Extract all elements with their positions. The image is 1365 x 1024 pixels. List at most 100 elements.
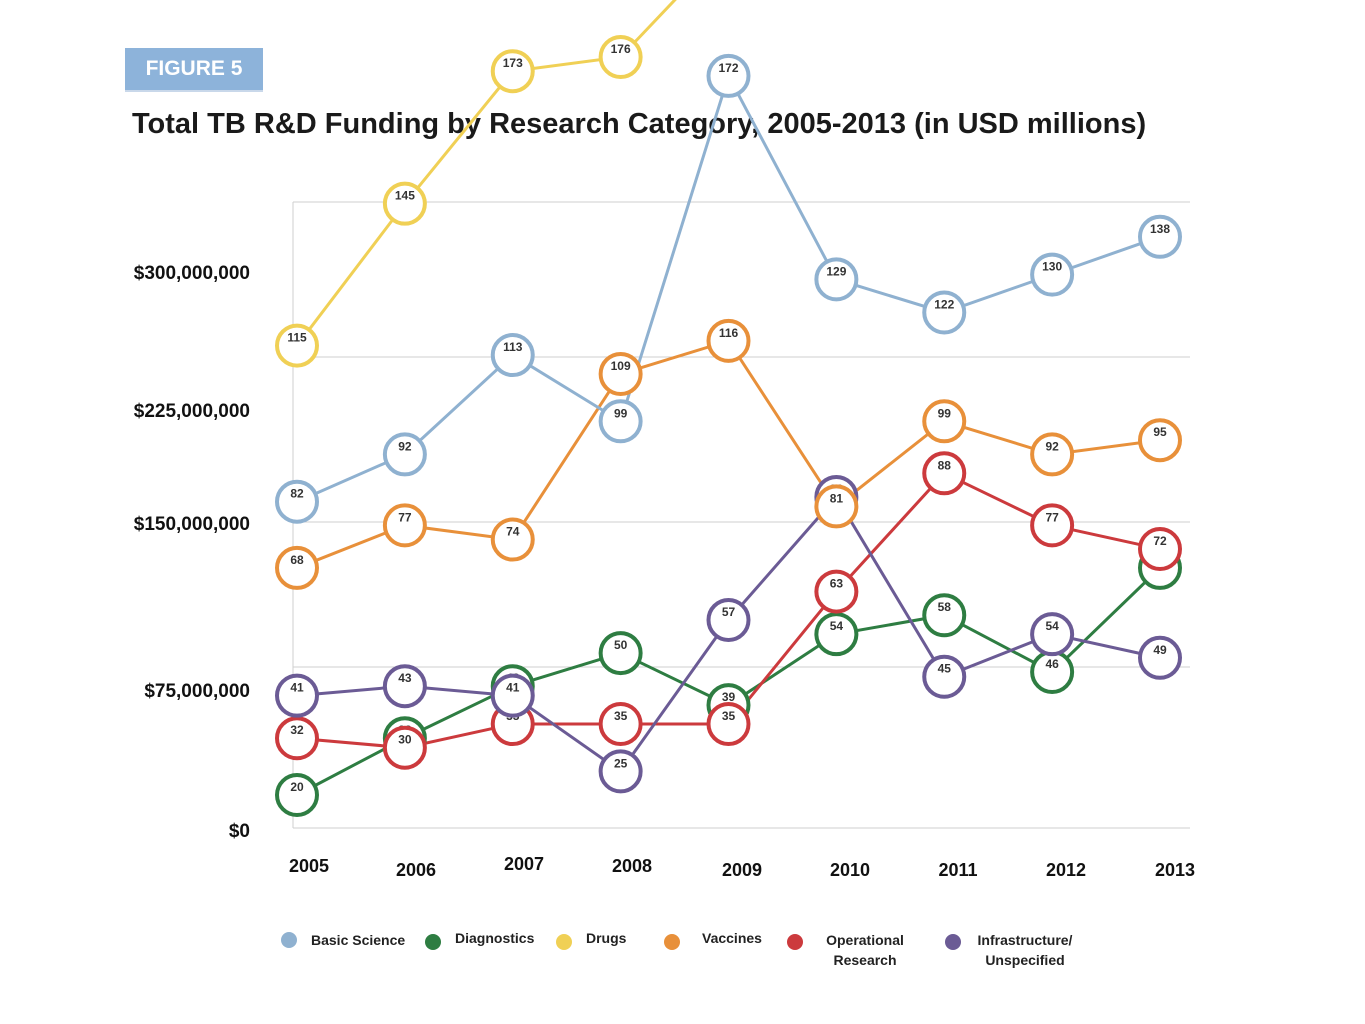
data-point[interactable]: 25 — [598, 749, 643, 794]
data-point[interactable]: 35 — [598, 702, 643, 747]
figure-badge: FIGURE 5 — [125, 48, 263, 90]
data-point[interactable]: 122 — [922, 290, 967, 335]
data-point[interactable]: 77 — [382, 503, 427, 548]
data-point[interactable]: 77 — [1030, 503, 1075, 548]
data-point[interactable]: 138 — [1138, 214, 1182, 259]
data-marker — [598, 631, 643, 676]
data-label: 99 — [614, 406, 628, 420]
data-point[interactable]: 99 — [922, 399, 967, 444]
data-marker — [275, 479, 319, 524]
data-label: 129 — [826, 264, 846, 278]
data-point[interactable]: 49 — [1138, 635, 1182, 680]
data-marker — [382, 432, 427, 477]
data-point[interactable]: 115 — [275, 323, 319, 368]
data-label: 74 — [506, 525, 520, 539]
data-marker — [490, 517, 535, 562]
data-point[interactable]: 173 — [490, 49, 535, 94]
data-label: 145 — [395, 189, 415, 203]
data-point[interactable]: 32 — [275, 716, 319, 761]
data-marker — [922, 654, 967, 699]
data-point[interactable]: 74 — [490, 517, 535, 562]
data-marker — [275, 773, 319, 817]
data-point[interactable]: 20 — [275, 773, 319, 817]
data-point[interactable]: 99 — [598, 399, 643, 444]
data-marker — [275, 545, 319, 590]
data-point[interactable]: 45 — [922, 654, 967, 699]
data-point[interactable]: 30 — [382, 725, 427, 770]
data-label: 173 — [503, 56, 523, 70]
data-point[interactable]: 68 — [275, 545, 319, 590]
data-marker — [814, 612, 859, 657]
series-line — [295, 0, 677, 347]
data-label: 63 — [830, 577, 844, 591]
data-marker — [706, 318, 751, 363]
y-tick-label: $300,000,000 — [134, 263, 250, 284]
x-tick-label: 2011 — [938, 860, 977, 880]
data-point[interactable]: 172 — [706, 53, 751, 98]
data-point[interactable]: 92 — [382, 432, 427, 477]
data-label: 45 — [938, 662, 952, 676]
data-point[interactable]: 113 — [490, 333, 535, 378]
series-line — [296, 72, 1161, 504]
data-marker — [598, 749, 643, 794]
data-label: 57 — [722, 605, 736, 619]
data-label: 92 — [398, 439, 412, 453]
data-label: 81 — [830, 491, 844, 505]
data-label: 122 — [934, 297, 954, 311]
data-point[interactable]: 58 — [922, 593, 967, 638]
data-marker — [1030, 612, 1075, 657]
data-point[interactable]: 46 — [1030, 650, 1075, 694]
data-marker — [275, 673, 319, 718]
data-marker — [922, 399, 967, 444]
data-marker — [598, 351, 643, 396]
y-tick-label: $225,000,000 — [134, 401, 250, 422]
data-point[interactable]: 57 — [706, 597, 751, 642]
data-point[interactable]: 92 — [1030, 432, 1075, 477]
data-point[interactable]: 130 — [1030, 252, 1075, 297]
data-marker — [275, 716, 319, 761]
x-tick-label: 2005 — [289, 856, 329, 876]
data-marker — [598, 35, 643, 79]
data-point[interactable]: 109 — [598, 351, 643, 396]
x-axis-ticks: 2005 2006 2007 2008 2009 2010 2011 2012 2013 — [289, 854, 1195, 880]
data-point[interactable]: 116 — [706, 318, 751, 363]
data-label: 82 — [290, 487, 304, 501]
data-label: 35 — [614, 709, 628, 723]
data-marker — [706, 702, 751, 747]
data-point[interactable]: 145 — [382, 181, 427, 226]
data-point[interactable]: 176 — [598, 35, 643, 79]
data-point[interactable]: 54 — [1030, 612, 1075, 657]
data-marker — [1138, 527, 1182, 571]
data-point[interactable]: 41 — [490, 673, 535, 718]
y-axis-ticks: $0 $75,000,000 $150,000,000 $225,000,000 $30… — [134, 263, 250, 842]
data-marker — [706, 53, 751, 98]
data-point[interactable]: 43 — [382, 664, 427, 709]
data-marker — [814, 569, 859, 614]
data-label: 49 — [1153, 643, 1167, 657]
data-label: 58 — [938, 600, 952, 614]
data-point[interactable]: 35 — [706, 702, 751, 747]
chart-title: Total TB R&D Funding by Research Categor… — [132, 108, 1147, 140]
data-point[interactable]: 72 — [1138, 527, 1182, 571]
data-label: 20 — [290, 780, 304, 794]
data-marker — [490, 673, 535, 718]
data-label: 68 — [290, 553, 304, 567]
data-label: 39 — [722, 690, 736, 704]
data-point[interactable]: 95 — [1138, 418, 1182, 463]
data-point[interactable]: 63 — [814, 569, 859, 614]
data-label: 35 — [722, 709, 736, 723]
data-point[interactable]: 81 — [814, 484, 859, 529]
data-point[interactable]: 54 — [814, 612, 859, 657]
data-point[interactable]: 41 — [275, 673, 319, 718]
x-tick-label: 2008 — [612, 856, 652, 876]
data-marker — [922, 451, 967, 496]
data-point[interactable]: 50 — [598, 631, 643, 676]
data-point[interactable]: 82 — [275, 479, 319, 524]
x-tick-label: 2013 — [1155, 860, 1195, 880]
data-point[interactable]: 129 — [814, 257, 859, 302]
data-marker — [382, 503, 427, 548]
data-point[interactable]: 88 — [922, 451, 967, 496]
data-marker — [1138, 214, 1182, 259]
data-marker — [814, 257, 859, 302]
x-tick-label: 2007 — [504, 854, 544, 874]
